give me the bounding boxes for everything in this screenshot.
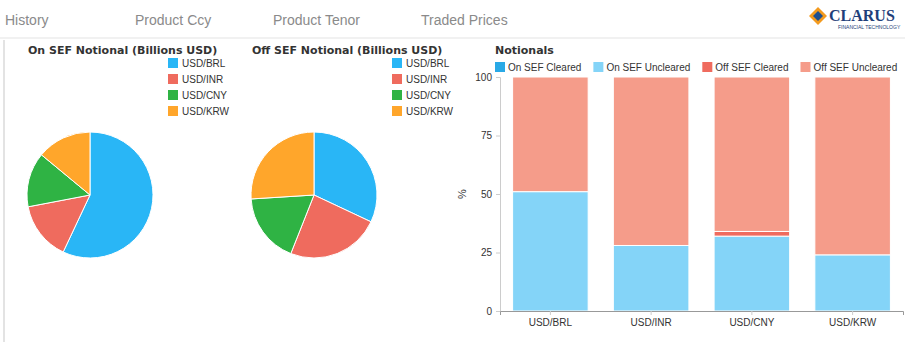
tick: 25: [481, 247, 500, 258]
tick-label: 25: [481, 247, 493, 258]
legend-swatch: [801, 62, 811, 72]
tick-label: 50: [481, 189, 493, 200]
tick: 100: [475, 72, 500, 83]
bar-segment: [714, 236, 790, 311]
header-rule: [0, 38, 905, 39]
axis-line: [496, 78, 501, 312]
panel-border: [3, 40, 5, 342]
legend-swatch: [392, 90, 402, 100]
tick: USD/CNY: [729, 311, 774, 328]
legend-label: USD/BRL: [182, 58, 226, 69]
legend-swatch: [495, 62, 505, 72]
chart-title: Notionals: [495, 44, 554, 57]
tick: USD/BRL: [529, 311, 573, 328]
logo-subtext: FINANCIAL TECHNOLOGY: [838, 24, 901, 30]
tick-label: USD/CNY: [729, 317, 774, 328]
bar-series: [714, 231, 790, 236]
tick-label: USD/INR: [631, 317, 672, 328]
legend: USD/BRL USD/INR USD/CNY USD/KRW: [168, 58, 230, 117]
legend-swatch: [168, 74, 178, 84]
tick-mark: [496, 311, 500, 312]
tick-mark: [651, 311, 652, 315]
tick-label: 100: [475, 72, 492, 83]
chart-title: Off SEF Notional (Billions USD): [252, 44, 442, 57]
bar-chart: NotionalsOn SEF ClearedOn SEF UnclearedO…: [456, 44, 904, 328]
tick-mark: [496, 194, 500, 195]
nav-tab[interactable]: Product Tenor: [273, 12, 360, 28]
legend-label: USD/KRW: [182, 106, 230, 117]
legend: On SEF Cleared On SEF Uncleared Off SEF Cl…: [495, 62, 897, 73]
tick-label: USD/BRL: [529, 317, 573, 328]
logo-text: CLARUS: [829, 7, 895, 24]
tick: USD/KRW: [829, 311, 877, 328]
nav-tab[interactable]: Traded Prices: [421, 12, 508, 28]
bar-segment: [513, 192, 589, 311]
pie-chart: Off SEF Notional (Billions USD)USD/BRLUS…: [251, 44, 454, 258]
legend-label: On SEF Uncleared: [606, 62, 690, 73]
pie-chart: On SEF Notional (Billions USD)USD/BRLUSD…: [27, 44, 230, 258]
legend-swatch: [392, 58, 402, 68]
page: History Product Ccy Product Tenor Traded Pr…: [0, 0, 905, 342]
pie-slice: [41, 132, 90, 195]
legend-label: On SEF Cleared: [508, 62, 581, 73]
bar-segment: [613, 77, 689, 245]
legend-swatch: [702, 62, 712, 72]
legend-label: Off SEF Cleared: [715, 62, 788, 73]
tick-label: 0: [486, 306, 492, 317]
tick: 50: [481, 189, 500, 200]
legend: USD/BRL USD/INR USD/CNY USD/KRW: [392, 58, 454, 117]
logo-icon: [813, 11, 823, 21]
legend-label: USD/INR: [182, 74, 223, 85]
bar-segment: [613, 245, 689, 311]
legend-label: USD/INR: [406, 74, 447, 85]
legend-swatch: [168, 106, 178, 116]
axis-title: %: [456, 189, 468, 199]
bar-segment: [815, 255, 891, 311]
tick-mark: [852, 311, 853, 315]
bar-segment: [815, 77, 891, 255]
legend-label: USD/CNY: [406, 90, 451, 101]
logo-icon: [809, 7, 827, 25]
pie: [251, 132, 377, 258]
tick: USD/INR: [631, 311, 672, 328]
nav-tab[interactable]: History: [5, 12, 49, 28]
tick-mark: [496, 136, 500, 137]
x-axis: USD/BRL USD/INR USD/CNY USD/KRW: [501, 311, 904, 328]
tick-mark: [751, 311, 752, 315]
bars: [513, 77, 891, 311]
tick-mark: [496, 253, 500, 254]
tick: 0: [486, 306, 500, 317]
legend-label: USD/CNY: [182, 90, 227, 101]
legend-label: USD/BRL: [406, 58, 450, 69]
legend-label: USD/KRW: [406, 106, 454, 117]
nav-tab[interactable]: Product Ccy: [135, 12, 211, 28]
bar-segment: [714, 77, 790, 231]
legend-label: Off SEF Uncleared: [814, 62, 898, 73]
legend-swatch: [168, 58, 178, 68]
tick-label: USD/KRW: [829, 317, 877, 328]
legend-swatch: [392, 74, 402, 84]
tick-mark: [496, 77, 500, 78]
logo: [809, 7, 827, 25]
tick-mark: [550, 311, 551, 315]
y-axis: 0 25 50 75 100: [475, 72, 500, 317]
tick-label: 75: [481, 130, 493, 141]
pie: [27, 132, 153, 258]
pie-slice: [251, 195, 314, 254]
chart-title: On SEF Notional (Billions USD): [28, 44, 217, 57]
legend-swatch: [168, 90, 178, 100]
legend-swatch: [392, 106, 402, 116]
tick: 75: [481, 130, 500, 141]
bar-segment: [513, 77, 589, 192]
bar-segment: [714, 231, 790, 236]
pie-slice: [251, 132, 314, 199]
bar-series: [513, 77, 891, 255]
axis-line: [501, 312, 904, 316]
legend-swatch: [593, 62, 603, 72]
